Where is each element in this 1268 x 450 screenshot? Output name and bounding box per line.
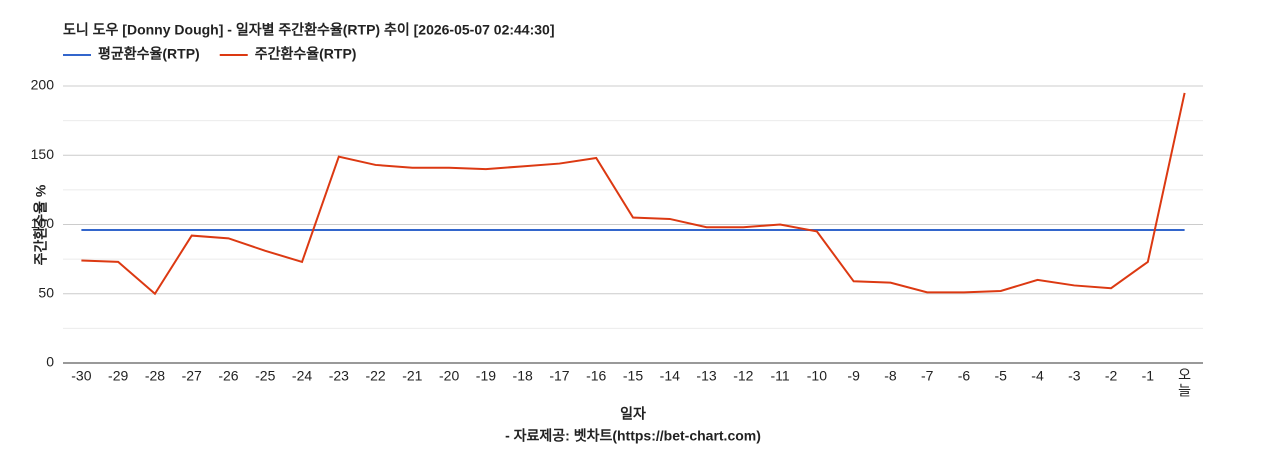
x-tick-label: -29 xyxy=(108,368,128,384)
x-tick-label: -25 xyxy=(255,368,275,384)
x-tick-label: -3 xyxy=(1068,368,1081,384)
x-tick-label: -8 xyxy=(884,368,897,384)
x-tick-label: -30 xyxy=(71,368,91,384)
x-tick-label: -15 xyxy=(623,368,643,384)
x-tick-label: -2 xyxy=(1105,368,1118,384)
x-tick-label: -11 xyxy=(770,368,789,384)
y-tick-label: 150 xyxy=(31,146,55,162)
y-tick-label: 100 xyxy=(31,215,55,231)
x-tick-label: 오늘 xyxy=(1177,367,1193,399)
source-note: - 자료제공: 벳차트(https://bet-chart.com) xyxy=(505,428,761,444)
x-tick-label: -4 xyxy=(1031,368,1044,384)
y-tick-label: 50 xyxy=(38,284,54,300)
x-tick-label: -26 xyxy=(218,368,238,384)
x-tick-label: -6 xyxy=(958,368,971,384)
x-tick-label: -24 xyxy=(292,368,312,384)
x-axis-label: 일자 xyxy=(620,406,646,422)
x-tick-label: -5 xyxy=(995,368,1008,384)
legend-label: 주간환수율(RTP) xyxy=(255,46,357,62)
x-tick-label: -1 xyxy=(1142,368,1155,384)
y-tick-label: 200 xyxy=(31,77,55,93)
x-tick-label: -14 xyxy=(660,368,680,384)
x-tick-label: -22 xyxy=(365,368,385,384)
x-tick-label: -23 xyxy=(329,368,349,384)
x-tick-label: -10 xyxy=(807,368,827,384)
chart-title: 도니 도우 [Donny Dough] - 일자별 주간환수율(RTP) 추이 … xyxy=(63,22,554,38)
y-tick-label: 0 xyxy=(46,354,54,370)
x-tick-label: -28 xyxy=(145,368,165,384)
y-axis-label: 주간환수율 % xyxy=(33,184,49,265)
x-tick-label: -17 xyxy=(549,368,569,384)
x-tick-label: -12 xyxy=(733,368,753,384)
x-tick-label: -21 xyxy=(402,368,422,384)
x-tick-label: -16 xyxy=(586,368,606,384)
x-tick-label: -19 xyxy=(476,368,496,384)
x-tick-label: -27 xyxy=(182,368,202,384)
legend-label: 평균환수율(RTP) xyxy=(98,46,200,62)
x-tick-label: -13 xyxy=(696,368,716,384)
x-tick-label: -20 xyxy=(439,368,459,384)
series-line xyxy=(81,92,1186,296)
x-tick-label: -18 xyxy=(513,368,533,384)
x-tick-label: -7 xyxy=(921,368,934,384)
x-tick-label: -9 xyxy=(847,368,860,384)
